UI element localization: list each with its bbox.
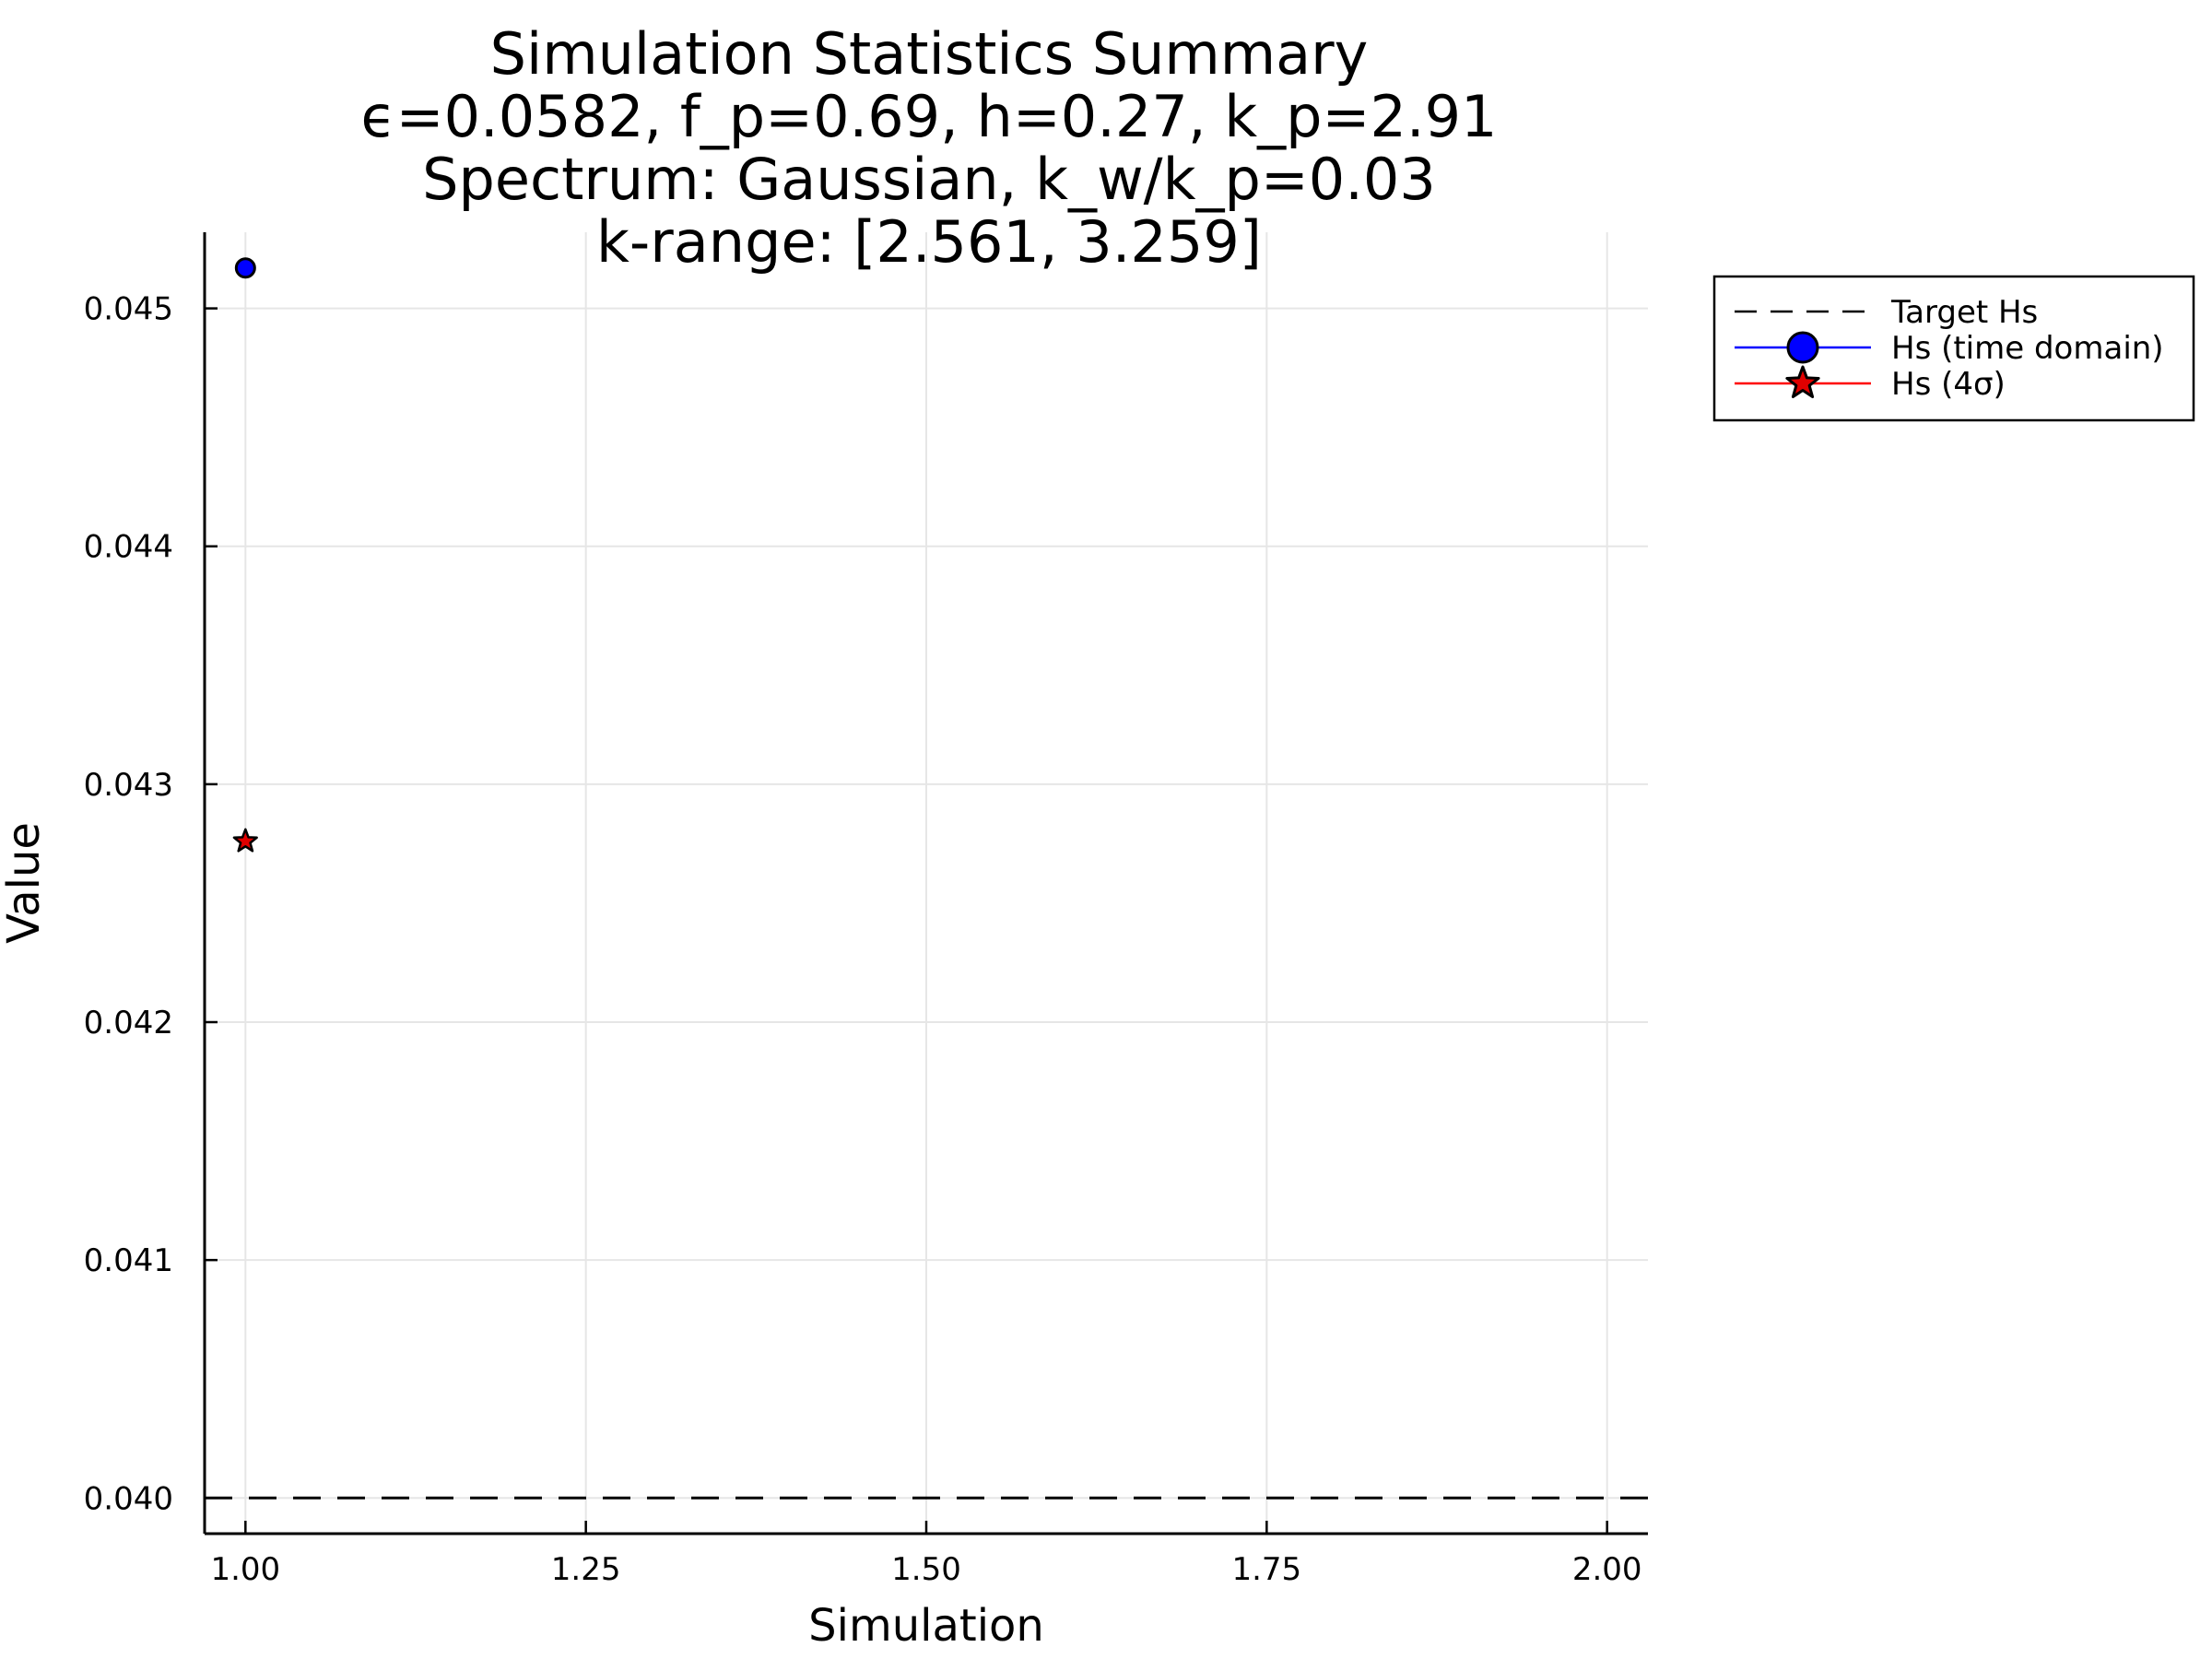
chart-subtitle-line-1: ϵ=0.0582, f_p=0.69, h=0.27, k_p=2.91 <box>360 83 1497 150</box>
chart-title: Simulation Statistics Summary <box>490 20 1369 88</box>
marks-layer <box>205 257 1648 1500</box>
y-tick-label: 0.041 <box>84 1242 173 1279</box>
x-tick-label: 1.75 <box>1231 1551 1301 1588</box>
y-tick-label: 0.042 <box>84 1005 173 1041</box>
ticks-layer: 1.00 1.25 1.50 1.75 2.00 0.040 0.041 0.042 0.043… <box>84 291 1642 1588</box>
x-tick-label: 1.25 <box>551 1551 621 1588</box>
y-axis-label: Value <box>0 822 50 944</box>
legend: Target Hs Hs (time domain) Hs (4σ) <box>1712 275 2195 422</box>
series-1-point <box>234 257 256 279</box>
series-2-point <box>232 828 258 853</box>
chart-subtitle-line-2: Spectrum: Gaussian, k_w/k_p=0.03 <box>422 146 1436 213</box>
y-tick-label: 0.045 <box>84 291 173 328</box>
legend-series-1-marker <box>1786 331 1819 364</box>
legend-label-series-2: Hs (4σ) <box>1891 366 2006 403</box>
y-tick-label: 0.040 <box>84 1480 173 1517</box>
x-axis-label: Simulation <box>808 1600 1044 1652</box>
y-tick-label: 0.043 <box>84 767 173 804</box>
legend-series-2-marker <box>1785 365 1820 399</box>
x-tick-label: 1.50 <box>891 1551 961 1588</box>
legend-star-shape <box>1785 365 1820 399</box>
legend-label-series-1: Hs (time domain) <box>1891 330 2164 367</box>
y-tick-label: 0.044 <box>84 529 173 566</box>
x-tick-label: 1.00 <box>210 1551 280 1588</box>
legend-label-target: Target Hs <box>1890 294 2038 331</box>
grid-layer <box>205 232 1648 1534</box>
x-tick-label: 2.00 <box>1572 1551 1642 1588</box>
chart-subtitle-line-3: k-range: [2.561, 3.259] <box>596 208 1262 276</box>
